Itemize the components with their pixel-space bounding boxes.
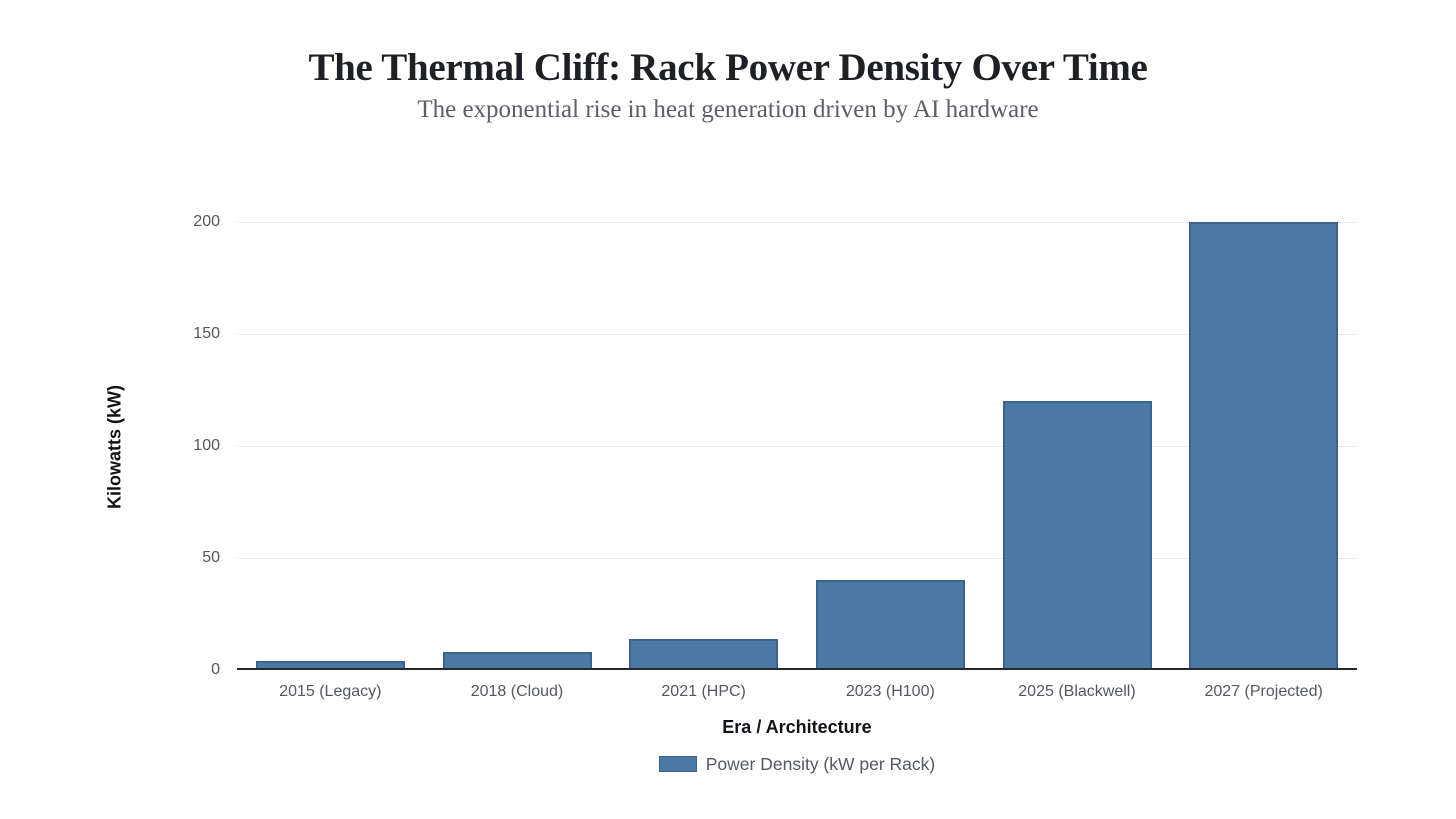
x-tick-label: 2018 (Cloud) (470, 683, 564, 700)
x-tick-label: 2025 (Blackwell) (1018, 683, 1136, 700)
x-tick-label: 2027 (Projected) (1204, 683, 1323, 700)
bar (255, 661, 405, 670)
y-tick-label: 0 (211, 661, 220, 678)
y-tick-label: 50 (202, 549, 220, 566)
bar (442, 652, 592, 670)
bar (815, 580, 965, 670)
gridline (237, 333, 1357, 335)
gridline (237, 445, 1357, 447)
x-tick-label: 2021 (HPC) (661, 683, 746, 700)
legend-label: Power Density (kW per Rack) (705, 754, 936, 774)
plot-area (237, 221, 1357, 670)
x-axis-line (237, 668, 1357, 670)
bar (629, 638, 779, 670)
y-axis-title: Kilowatts (kW) (104, 385, 125, 509)
y-tick-label: 200 (193, 213, 220, 230)
chart-title: The Thermal Cliff: Rack Power Density Ov… (308, 46, 1148, 89)
legend: Power Density (kW per Rack) (237, 753, 1357, 775)
x-tick-label: 2023 (H100) (845, 683, 935, 700)
y-tick-label: 150 (193, 325, 220, 342)
gridline (237, 557, 1357, 559)
y-tick-label: 100 (193, 437, 220, 454)
x-axis-title: Era / Architecture (722, 717, 872, 737)
chart-subtitle: The exponential rise in heat generation … (417, 96, 1039, 123)
bar (1002, 401, 1152, 670)
bar (1189, 222, 1339, 670)
legend-swatch (658, 756, 697, 772)
x-tick-label: 2015 (Legacy) (279, 683, 382, 700)
gridline (237, 221, 1357, 223)
